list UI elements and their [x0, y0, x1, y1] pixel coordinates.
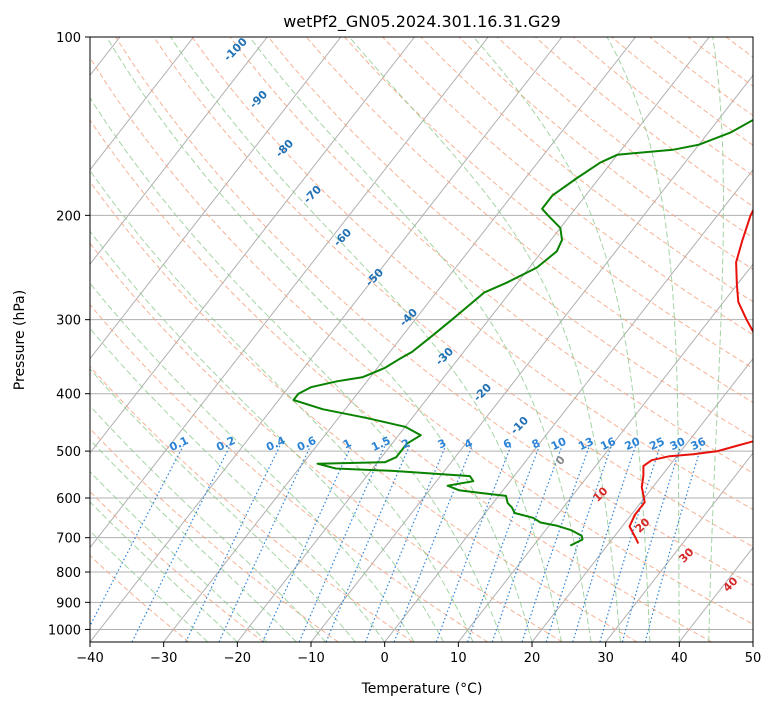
mixing-ratio-label: 13 — [576, 435, 595, 453]
x-tick-label: 0 — [381, 651, 389, 666]
moist-adiabat-line — [90, 368, 356, 642]
x-tick-label: 30 — [597, 651, 614, 666]
mixing-ratio-line — [131, 445, 231, 642]
x-tick-label: 40 — [671, 651, 688, 666]
dry-adiabat-line — [115, 37, 753, 586]
dry-adiabat-line — [90, 119, 712, 642]
moist-adiabat-line — [606, 37, 680, 642]
dry-adiabat-line — [153, 37, 753, 548]
background-lines — [90, 37, 775, 642]
y-axis-label: Pressure (hPa) — [12, 290, 28, 390]
isotherm-line — [605, 452, 753, 642]
mixing-ratio-label: 10 — [549, 435, 569, 453]
plot-frame — [89, 36, 754, 643]
moist-adiabat-line — [90, 282, 415, 642]
x-tick-label: 50 — [745, 651, 762, 666]
y-tick-label: 100 — [56, 31, 81, 46]
dry-adiabat-line — [344, 37, 753, 369]
x-tick-label: −30 — [150, 651, 177, 666]
mixing-ratio-line — [466, 445, 540, 642]
isotherm-line — [384, 168, 753, 642]
dry-adiabat-line — [90, 181, 638, 642]
y-tick-label: 1000 — [48, 623, 81, 638]
isotherm-line — [90, 37, 194, 171]
mixing-ratio-label: 36 — [689, 435, 709, 453]
mixing-ratio-line — [599, 445, 661, 642]
y-tick-label: 500 — [56, 445, 81, 460]
y-tick-label: 400 — [56, 388, 81, 403]
y-axis-ticks: 100 200 300 400 500 600 700 800 900 1000 — [48, 31, 90, 638]
isotherm-line — [90, 37, 489, 549]
mixing-ratio-label: 16 — [598, 435, 618, 453]
moist-adiabat-line — [249, 37, 592, 642]
dry-adiabat-line — [90, 490, 264, 642]
mixing-ratio-line — [491, 445, 563, 642]
isotherm-line — [752, 641, 753, 642]
mixing-ratio-label: 25 — [647, 435, 666, 453]
x-tick-label: −20 — [224, 651, 251, 666]
isotherm-line — [90, 37, 563, 642]
moist-adiabat-line — [90, 405, 327, 642]
plot-background — [90, 37, 753, 642]
temperature-line — [628, 208, 753, 544]
mixing-ratio-line — [521, 445, 590, 642]
dry-adiabat-line — [90, 303, 488, 642]
x-axis-ticks: −40 −30 −20 −10 0 10 20 30 40 50 — [76, 642, 761, 666]
x-tick-label: 20 — [524, 651, 541, 666]
x-tick-label: −40 — [76, 651, 103, 666]
moist-adiabat-line — [90, 230, 445, 642]
isotherm-line — [457, 263, 753, 642]
isotherm-line — [531, 357, 753, 642]
mixing-ratio-label: 30 — [668, 435, 688, 453]
isotherm-line — [90, 37, 268, 266]
isotherm-line — [90, 37, 342, 360]
moist-adiabat-line — [90, 96, 503, 642]
mixing-ratio-line — [298, 445, 386, 642]
mixing-ratio-label: 20 — [623, 435, 643, 453]
dry-adiabat-line — [764, 37, 775, 642]
moist-adiabat-line — [90, 169, 474, 642]
dry-adiabat-line — [90, 56, 753, 625]
isotherm-line — [90, 37, 415, 454]
dry-adiabat-line — [90, 242, 563, 642]
y-tick-label: 700 — [56, 532, 81, 547]
mixing-ratio-line — [185, 445, 281, 642]
chart-title: wetPf2_GN05.2024.301.16.31.G29 — [283, 12, 561, 32]
mixing-ratio-line — [621, 445, 682, 642]
dry-adiabat-line — [229, 37, 753, 474]
x-tick-label: 10 — [450, 651, 467, 666]
moist-adiabat-line — [106, 37, 533, 642]
moist-adiabat-line — [90, 327, 386, 642]
dewpoint-line — [292, 118, 753, 547]
mixing-ratio-line — [572, 445, 637, 642]
mixing-ratio-line — [325, 445, 411, 642]
x-axis-label: Temperature (°C) — [361, 681, 483, 697]
y-tick-label: 300 — [56, 314, 81, 329]
dry-adiabat-line — [90, 554, 190, 642]
mixing-ratio-line — [435, 445, 512, 642]
profile-lines — [292, 118, 753, 547]
x-tick-label: −10 — [297, 651, 324, 666]
isotherm-line — [236, 37, 710, 642]
moist-adiabat-line — [90, 439, 297, 642]
isotherm-line — [163, 37, 636, 642]
y-tick-label: 800 — [56, 566, 81, 581]
moist-adiabat-line — [349, 37, 621, 642]
mixing-ratio-line — [644, 445, 702, 642]
y-tick-label: 600 — [56, 492, 81, 507]
y-tick-label: 200 — [56, 209, 81, 224]
dry-adiabat-line — [305, 37, 753, 403]
dry-adiabat-line — [90, 365, 414, 642]
dry-adiabat-line — [382, 37, 753, 336]
mixing-ratio-line — [545, 445, 612, 642]
y-tick-label: 900 — [56, 596, 81, 611]
moist-adiabat-line — [708, 37, 724, 642]
